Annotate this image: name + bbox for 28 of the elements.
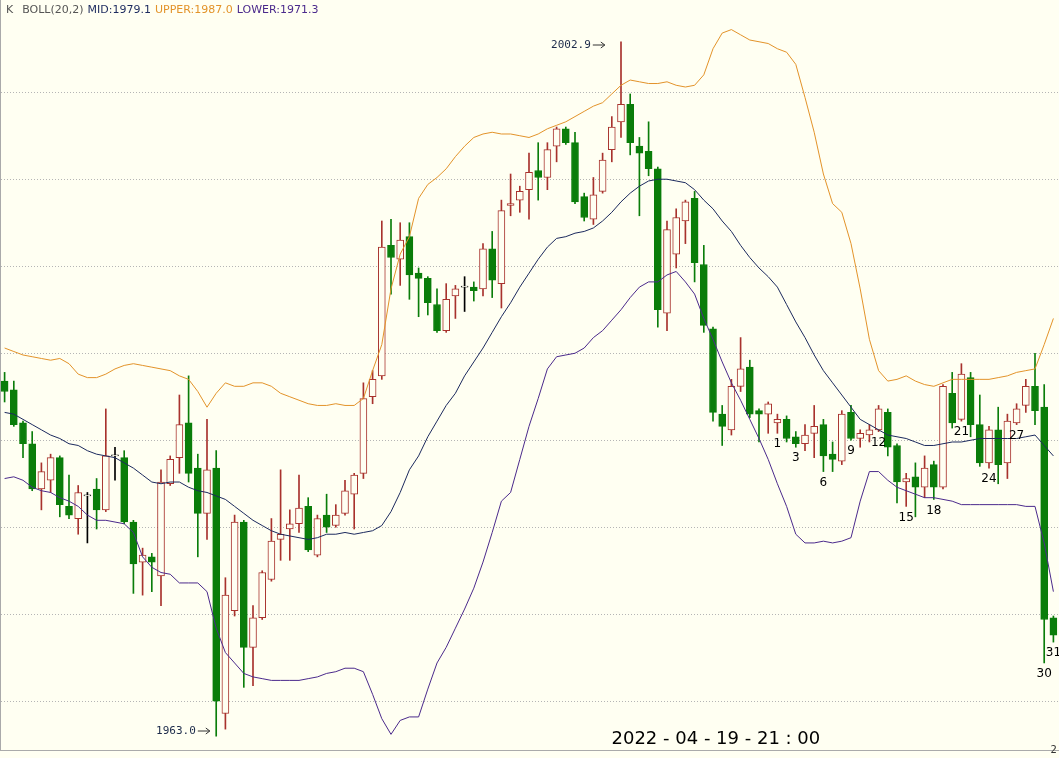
annotation: 2 — [1050, 743, 1057, 755]
candlestick — [65, 474, 73, 519]
text: 3 — [791, 450, 800, 465]
candlestick — [617, 41, 625, 138]
text: 9 — [847, 443, 855, 458]
text: 21 — [953, 424, 970, 439]
annotation: 2022 - 04 - 19 - 21 : 00 — [611, 726, 821, 748]
chart-subtitle: BOLL(20,2) — [22, 3, 84, 16]
candlestick — [285, 509, 294, 561]
text: 30 — [1036, 666, 1052, 681]
chart-title: K — [6, 3, 14, 16]
candlestick — [534, 142, 543, 201]
text: MID:1979.1 — [87, 3, 151, 16]
candlestick — [902, 472, 911, 507]
annotation: 1963.0 — [156, 723, 196, 737]
text: 6 — [819, 474, 828, 489]
text: 24 — [981, 471, 997, 486]
text: UPPER:1987.0 — [154, 3, 233, 16]
candlestick — [387, 218, 395, 295]
candlestick — [755, 408, 763, 443]
candlestick — [469, 281, 478, 302]
candlestick — [810, 405, 819, 458]
text: 1 — [773, 436, 782, 451]
text: 18 — [926, 502, 942, 517]
text: LOWER:1971.3 — [236, 3, 319, 16]
text: 15 — [898, 509, 914, 524]
candlestick — [111, 446, 119, 481]
annotation: 2002.9 — [551, 37, 591, 51]
